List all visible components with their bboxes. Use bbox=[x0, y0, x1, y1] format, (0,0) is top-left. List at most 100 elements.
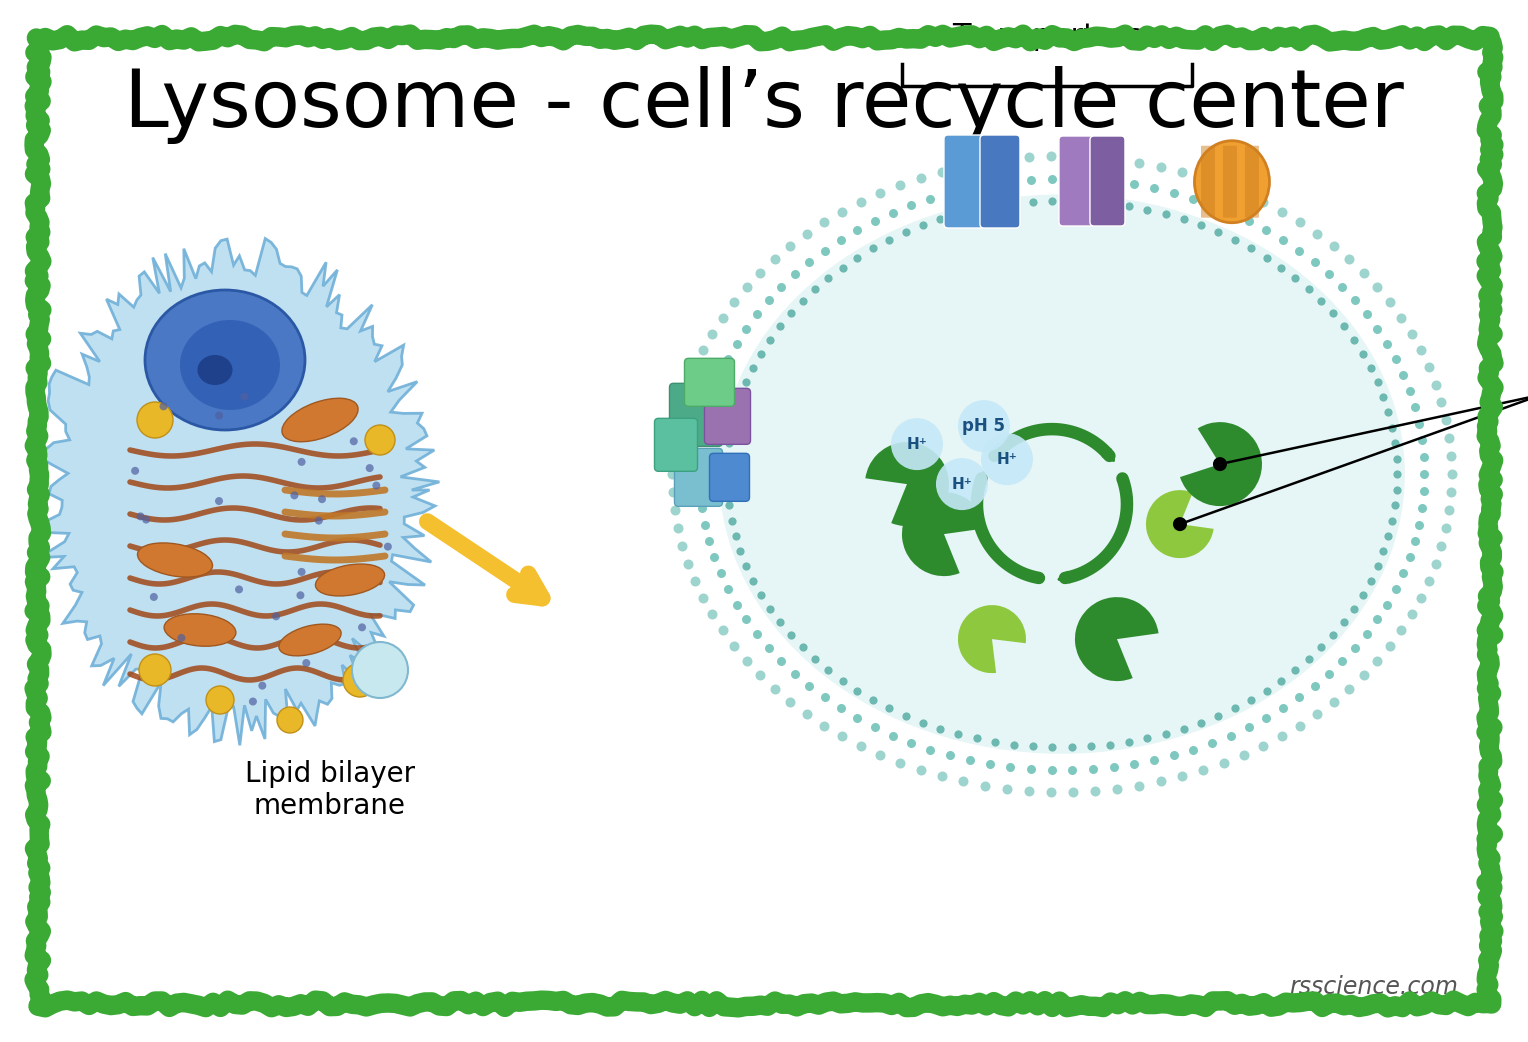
Point bbox=[1433, 520, 1458, 537]
Text: Transporters: Transporters bbox=[952, 22, 1141, 51]
Point bbox=[868, 184, 892, 201]
Point bbox=[733, 374, 758, 391]
Point bbox=[721, 294, 746, 311]
Point bbox=[735, 279, 759, 296]
Point bbox=[1416, 572, 1441, 589]
Point bbox=[1254, 683, 1279, 699]
Point bbox=[998, 173, 1022, 190]
Point bbox=[894, 224, 918, 241]
Point bbox=[1254, 249, 1279, 266]
Point bbox=[1284, 270, 1308, 287]
Point bbox=[1239, 240, 1264, 256]
Point bbox=[795, 706, 819, 723]
Point bbox=[1320, 305, 1345, 322]
Point bbox=[983, 198, 1007, 215]
Point bbox=[758, 600, 782, 617]
Circle shape bbox=[150, 593, 157, 601]
Point bbox=[735, 321, 759, 338]
Point bbox=[769, 614, 793, 630]
Point bbox=[729, 543, 753, 560]
Point bbox=[1429, 394, 1453, 411]
Point bbox=[1409, 342, 1433, 358]
Point bbox=[1019, 171, 1044, 188]
Circle shape bbox=[1174, 517, 1187, 531]
Point bbox=[1097, 737, 1122, 753]
Circle shape bbox=[365, 464, 374, 472]
FancyBboxPatch shape bbox=[704, 389, 750, 444]
Point bbox=[1222, 700, 1247, 717]
Point bbox=[1021, 194, 1045, 210]
Point bbox=[1389, 309, 1413, 326]
Point bbox=[700, 325, 724, 342]
Point bbox=[795, 225, 819, 242]
Point bbox=[898, 197, 923, 214]
Point bbox=[697, 532, 721, 549]
Point bbox=[1365, 321, 1389, 338]
Point bbox=[769, 278, 793, 295]
Point bbox=[1309, 293, 1334, 309]
Point bbox=[741, 359, 766, 376]
Point bbox=[689, 499, 714, 516]
Circle shape bbox=[384, 543, 391, 550]
Point bbox=[978, 755, 1002, 772]
Point bbox=[798, 677, 822, 694]
Point bbox=[666, 412, 691, 428]
FancyBboxPatch shape bbox=[674, 448, 723, 506]
Point bbox=[749, 667, 773, 684]
Point bbox=[1389, 622, 1413, 639]
Point bbox=[811, 718, 836, 735]
Point bbox=[1377, 404, 1401, 421]
Text: rsscience.com: rsscience.com bbox=[1290, 975, 1458, 999]
Point bbox=[778, 694, 802, 711]
Point bbox=[1378, 294, 1403, 311]
Point bbox=[1398, 382, 1423, 399]
Point bbox=[894, 708, 918, 724]
Point bbox=[877, 700, 902, 717]
Point bbox=[1170, 164, 1195, 180]
Text: pH 5: pH 5 bbox=[963, 417, 1005, 436]
Point bbox=[1383, 435, 1407, 451]
Point bbox=[723, 404, 747, 421]
Point bbox=[1141, 180, 1166, 197]
Point bbox=[995, 151, 1019, 168]
Point bbox=[1271, 231, 1296, 248]
Circle shape bbox=[318, 495, 325, 503]
Point bbox=[741, 572, 766, 589]
Circle shape bbox=[136, 513, 145, 520]
Point bbox=[721, 638, 746, 654]
Point bbox=[717, 580, 741, 597]
Circle shape bbox=[206, 686, 234, 714]
Point bbox=[720, 419, 744, 436]
Point bbox=[918, 191, 943, 207]
Point bbox=[1390, 367, 1415, 383]
Point bbox=[1128, 154, 1152, 171]
Circle shape bbox=[315, 517, 322, 524]
Point bbox=[1083, 783, 1108, 799]
FancyBboxPatch shape bbox=[654, 418, 697, 471]
Point bbox=[848, 738, 872, 754]
Point bbox=[1060, 148, 1085, 165]
Point bbox=[749, 265, 773, 281]
Circle shape bbox=[1213, 457, 1227, 471]
Point bbox=[756, 640, 781, 656]
Point bbox=[972, 154, 996, 171]
Point bbox=[964, 201, 989, 218]
Point bbox=[1398, 549, 1423, 566]
Point bbox=[1416, 359, 1441, 376]
FancyBboxPatch shape bbox=[1245, 146, 1259, 218]
Point bbox=[749, 345, 773, 362]
Circle shape bbox=[249, 697, 257, 705]
Point bbox=[1439, 483, 1464, 500]
Point bbox=[1424, 555, 1449, 572]
Point bbox=[1105, 780, 1129, 797]
Point bbox=[830, 672, 854, 689]
Point bbox=[1128, 777, 1152, 794]
Circle shape bbox=[365, 425, 396, 455]
Point bbox=[860, 240, 885, 256]
Point bbox=[1288, 718, 1313, 735]
Point bbox=[688, 449, 712, 466]
Point bbox=[660, 466, 685, 482]
Circle shape bbox=[142, 516, 150, 523]
FancyBboxPatch shape bbox=[979, 135, 1021, 228]
Circle shape bbox=[240, 393, 249, 400]
